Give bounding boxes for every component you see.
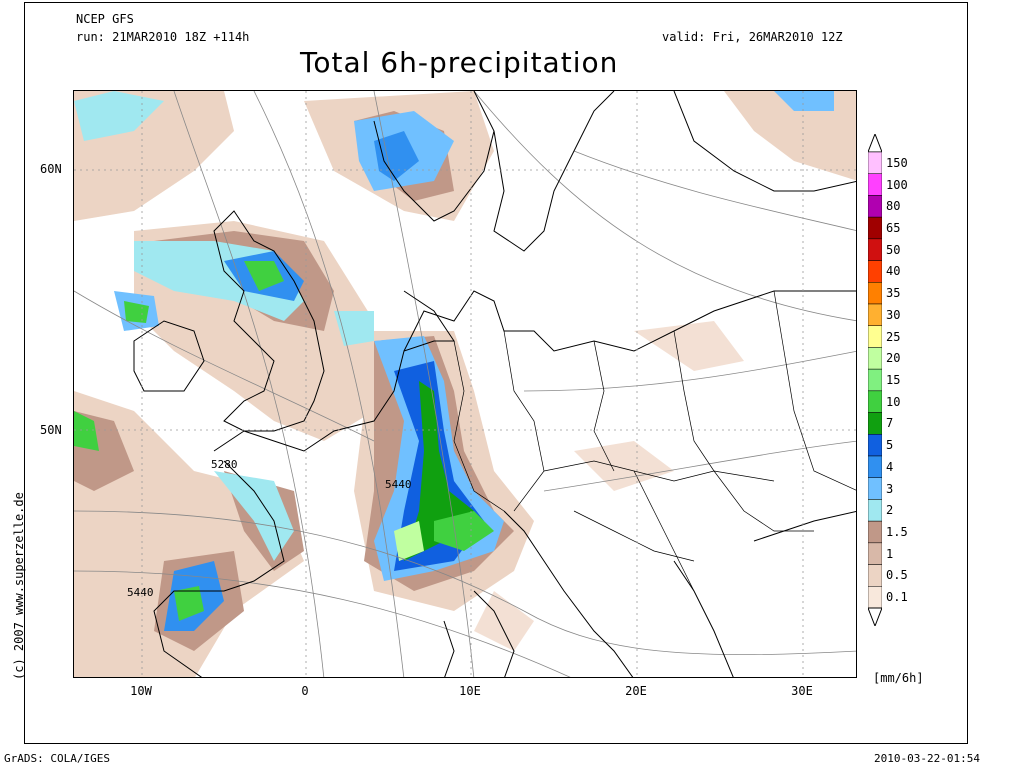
model-name: NCEP GFS [76, 12, 134, 26]
colorbar-level-label: 35 [886, 286, 901, 301]
colorbar-bottom-arrow [868, 607, 882, 626]
colorbar-cell [868, 151, 882, 174]
colorbar-cell [868, 238, 882, 261]
colorbar-top-arrow [868, 134, 882, 153]
colorbar-cell [868, 368, 882, 392]
colorbar-cell [868, 195, 882, 218]
geopotential-contours [74, 91, 856, 677]
contour-label: 5440 [127, 586, 154, 599]
colorbar-level-label: 10 [886, 394, 901, 409]
y-tick-label: 50N [40, 423, 62, 437]
colorbar-level-label: 4 [886, 459, 894, 474]
colorbar-unit: [mm/6h] [873, 671, 924, 685]
colorbar-level-label: 25 [886, 329, 901, 344]
colorbar-level-label: 65 [886, 221, 901, 235]
colorbar-level-label: 3 [886, 481, 894, 496]
colorbar-cell [868, 325, 882, 348]
colorbar-cell [868, 586, 882, 609]
contour-label: 5280 [211, 458, 238, 471]
colorbar-cell [868, 390, 882, 413]
colorbar-level-label: 7 [886, 416, 894, 431]
colorbar-level-label: 40 [886, 264, 901, 279]
colorbar-level-label: 0.1 [886, 590, 908, 605]
x-tick-label: 30E [791, 684, 813, 698]
colorbar-level-label: 1.5 [886, 525, 908, 539]
colorbar-cell [868, 520, 882, 544]
colorbar-level-label: 80 [886, 199, 901, 214]
colorbar-cell [868, 173, 882, 196]
colorbar-cell [868, 216, 882, 240]
contour-label: 5440 [385, 478, 412, 491]
y-tick-label: 60N [40, 162, 62, 176]
colorbar-cell [868, 412, 882, 435]
colorbar-cell [868, 477, 882, 500]
footer-software: GrADS: COLA/IGES [4, 752, 110, 765]
valid-time: valid: Fri, 26MAR2010 12Z [662, 30, 843, 44]
x-tick-label: 20E [625, 684, 647, 698]
footer-timestamp: 2010-03-22-01:54 [874, 752, 980, 765]
colorbar-cell [868, 455, 882, 478]
colorbar-cell [868, 542, 882, 565]
coastlines [133, 91, 856, 677]
run-info: run: 21MAR2010 18Z +114h [76, 30, 250, 44]
x-tick-label: 0 [301, 684, 309, 698]
colorbar-level-label: 2 [886, 503, 894, 518]
colorbar-cell [868, 260, 882, 283]
map-canvas [74, 91, 856, 677]
colorbar-cell [868, 499, 882, 522]
colorbar-level-label: 150 [886, 155, 908, 170]
precip-blue-areas [74, 91, 834, 631]
colorbar-level-label: 100 [886, 177, 908, 192]
colorbar-level-label: 15 [886, 373, 901, 387]
x-tick-label: 10E [459, 684, 481, 698]
colorbar-cell [868, 347, 882, 370]
colorbar-cell [868, 303, 882, 326]
colorbar-cell [868, 282, 882, 305]
colorbar-cell [868, 434, 882, 457]
precipitation-map: 5280 5440 5440 [73, 90, 857, 678]
country-borders [453, 290, 856, 592]
colorbar [868, 134, 882, 626]
colorbar-level-label: 0.5 [886, 568, 908, 583]
colorbar-level-label: 20 [886, 351, 901, 366]
map-title: Total 6h-precipitation [300, 46, 619, 79]
colorbar-level-label: 30 [886, 307, 901, 322]
credit-text: (c) 2007 www.superzelle.de [12, 492, 26, 680]
lat-lon-grid [74, 91, 856, 677]
x-tick-label: 10W [130, 684, 152, 698]
colorbar-level-label: 5 [886, 438, 894, 453]
colorbar-level-label: 1 [886, 546, 894, 561]
plot-frame [24, 2, 968, 744]
colorbar-level-label: 50 [886, 242, 901, 257]
colorbar-cells [868, 151, 882, 609]
colorbar-cell [868, 564, 882, 587]
